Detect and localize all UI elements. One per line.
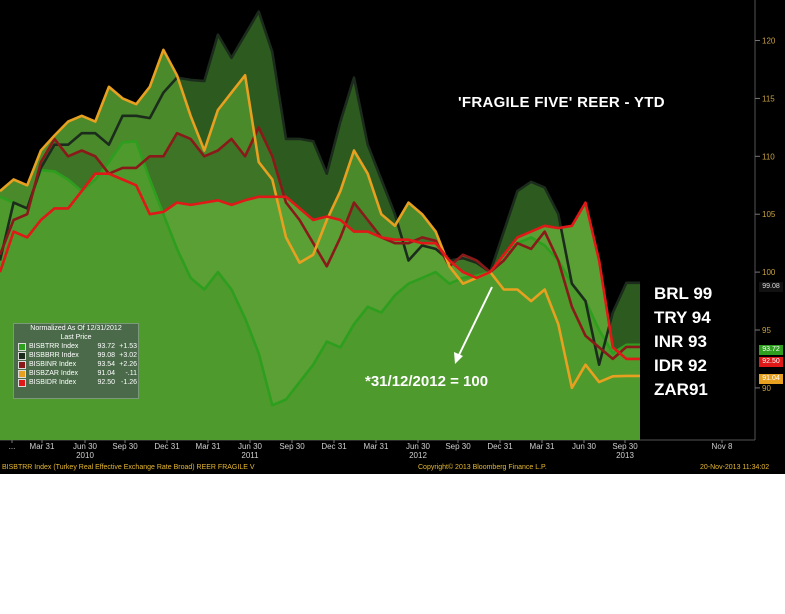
legend-swatch (18, 369, 26, 378)
annotation-arrowhead (454, 352, 463, 364)
chart-frame: 90 95 100 105 110 115 120 ... Mar 31 Jun 30 Sep 3… (0, 0, 785, 474)
legend-change: +3.02 (119, 352, 137, 359)
x-tick-label: Mar 31 (196, 442, 221, 451)
legend-row: BISBIDR Index 92.50 -1.26 (14, 378, 138, 387)
footer-security-description: BISBTRR Index (Turkey Real Effective Exc… (2, 464, 255, 471)
y-tick-label: 95 (762, 326, 771, 335)
y-tick-label: 100 (762, 268, 776, 277)
side-label: ZAR91 (654, 380, 708, 399)
legend-series-name: BISBBRR Index (29, 352, 79, 359)
legend-change: +1.53 (119, 343, 137, 350)
series-lines (0, 10, 640, 407)
x-tick-label: Dec 31 (487, 442, 513, 451)
series-line-bisbidr-index (0, 172, 640, 361)
footer-timestamp: 20-Nov-2013 11:34:02 (700, 464, 770, 471)
footer-bar: BISBTRR Index (Turkey Real Effective Exc… (0, 462, 785, 474)
series-line-bisbinr-index (0, 126, 640, 361)
x-tick-label: Sep 30 (112, 442, 138, 451)
x-tick-label: Sep 30 (279, 442, 305, 451)
x-tick-label: Sep 30 (612, 442, 638, 451)
footer-copyright: Copyright© 2013 Bloomberg Finance L.P. (418, 464, 547, 471)
legend-change: +2.26 (119, 361, 137, 368)
x-tick-label: Dec 31 (321, 442, 347, 451)
annotation-arrow (457, 286, 493, 358)
legend-title: Normalized As Of 12/31/2012 (30, 325, 122, 332)
x-year-label: 2012 (409, 451, 427, 460)
x-tick-label: Jun 30 (572, 442, 597, 451)
y-tick-label: 115 (762, 94, 775, 103)
x-tick-label: Nov 8 (712, 442, 733, 451)
y-tick-label: 120 (762, 37, 776, 46)
legend-change: -.11 (125, 370, 137, 377)
last-value-badge-brl: 99.08 (759, 282, 783, 292)
legend-series-name: BISBTRR Index (29, 343, 79, 350)
side-label: IDR 92 (654, 356, 707, 375)
x-year-label: 2013 (616, 451, 634, 460)
x-tick-label: Jun 30 (73, 442, 98, 451)
legend-row: BISBTRR Index 93.72 +1.53 (14, 342, 138, 351)
series-fills (0, 11, 640, 441)
x-year-label: 2010 (76, 451, 94, 460)
side-label: INR 93 (654, 332, 707, 351)
x-tick-label: Mar 31 (30, 442, 55, 451)
legend: Normalized As Of 12/31/2012 Last Price B… (13, 323, 139, 399)
side-label: BRL 99 (654, 284, 713, 303)
chart-plot: 90 95 100 105 110 115 120 ... Mar 31 Jun 30 Sep 3… (0, 0, 776, 460)
legend-series-name: BISBINR Index (29, 361, 77, 368)
legend-row: BISBZAR Index 91.04 -.11 (14, 369, 138, 378)
x-tick-label: Mar 31 (530, 442, 555, 451)
legend-swatch (18, 378, 26, 387)
legend-price: 92.50 (97, 379, 115, 386)
legend-series-name: BISBIDR Index (29, 379, 77, 386)
y-tick-label: 110 (762, 152, 775, 161)
last-value-badge-zar: 91.04 (759, 374, 783, 384)
legend-row: BISBINR Index 93.54 +2.26 (14, 360, 138, 369)
legend-row: BISBBRR Index 99.08 +3.02 (14, 351, 138, 360)
x-year-label: 2011 (241, 451, 259, 460)
last-value-badge-try: 93.72 (759, 345, 783, 355)
legend-price: 99.08 (97, 352, 115, 359)
x-tick-label: Sep 30 (445, 442, 471, 451)
last-value-badge-idr: 92.50 (759, 357, 783, 367)
series-line-bisbtrr-index (0, 140, 640, 407)
y-axis-ticks: 90 95 100 105 110 115 120 (755, 37, 776, 393)
annotation-text: *31/12/2012 = 100 (365, 373, 489, 390)
x-tick-label: Jun 30 (238, 442, 263, 451)
series-line-bisbbrr-index (0, 10, 640, 367)
series-line-bisbzar-index (0, 48, 640, 390)
legend-price: 93.54 (97, 361, 115, 368)
x-axis-ticks: ... Mar 31 Jun 30 Sep 30 Dec 31 Mar 31 Jun 30 S… (9, 440, 733, 460)
legend-series-name: BISBZAR Index (29, 370, 79, 377)
legend-swatch (18, 360, 26, 369)
side-label: TRY 94 (654, 308, 711, 327)
chart-title: 'FRAGILE FIVE' REER - YTD (458, 94, 665, 111)
y-tick-label: 90 (762, 384, 771, 393)
x-tick-label: ... (9, 442, 16, 451)
legend-price: 91.04 (97, 370, 115, 377)
series-area-bisbtrr-index (0, 141, 640, 441)
x-tick-label: Dec 31 (154, 442, 180, 451)
x-tick-label: Mar 31 (364, 442, 389, 451)
legend-change: -1.26 (121, 379, 137, 386)
x-tick-label: Jun 30 (406, 442, 431, 451)
y-tick-label: 105 (762, 210, 776, 219)
legend-subtitle: Last Price (60, 334, 92, 341)
side-labels: BRL 99 TRY 94 INR 93 IDR 92 ZAR91 (654, 282, 712, 402)
legend-price: 93.72 (97, 343, 115, 350)
legend-swatch (18, 342, 26, 351)
legend-swatch (18, 351, 26, 360)
